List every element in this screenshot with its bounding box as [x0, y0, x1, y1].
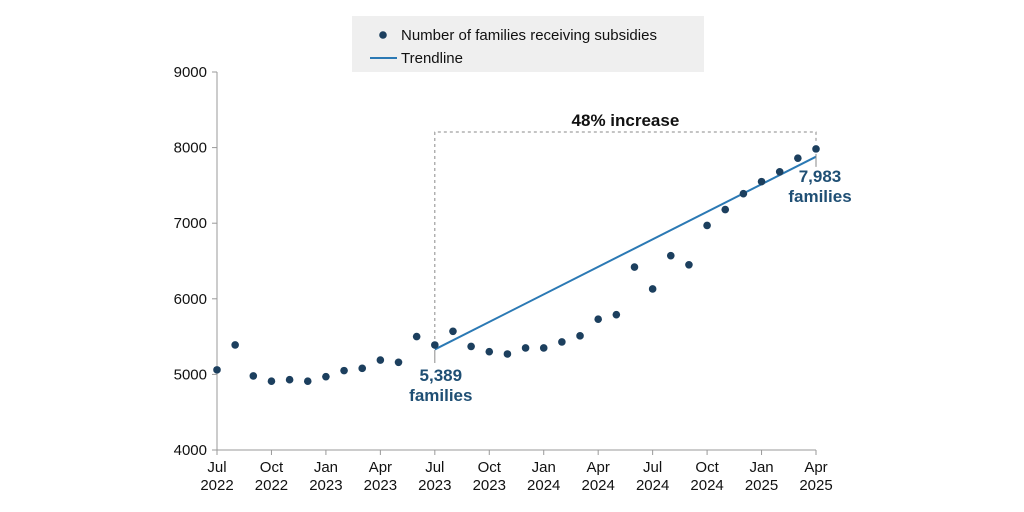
x-tick-label-month: Jul	[425, 459, 444, 476]
y-tick-label: 7000	[174, 215, 207, 232]
data-point	[666, 251, 675, 260]
end-unit-label: families	[788, 187, 851, 206]
x-tick-label-year: 2023	[364, 477, 397, 494]
data-point	[558, 338, 566, 346]
data-point	[431, 341, 439, 349]
y-axis-ticks: 4000 5000 6000 7000 8000 9000	[174, 64, 217, 459]
data-point	[485, 347, 494, 356]
data-point	[648, 285, 657, 293]
data-point	[267, 377, 276, 386]
increase-label: 48% increase	[572, 111, 680, 130]
x-tick-label-month: Jan	[749, 459, 773, 476]
y-tick-label: 8000	[174, 140, 207, 157]
data-point	[739, 189, 748, 198]
start-value-label: 5,389	[420, 366, 463, 385]
legend: Number of families receiving subsidies T…	[352, 16, 704, 72]
x-tick-label-year: 2023	[473, 477, 506, 494]
end-value-label: 7,983	[799, 167, 842, 186]
data-point	[630, 263, 639, 271]
data-point	[322, 372, 330, 381]
data-point	[503, 350, 512, 358]
data-point	[775, 167, 784, 176]
x-tick-label-year: 2023	[309, 477, 342, 494]
legend-label-points: Number of families receiving subsidies	[401, 27, 657, 44]
x-tick-label-year: 2022	[255, 477, 288, 494]
y-tick-label: 6000	[174, 291, 207, 308]
data-point	[303, 377, 312, 386]
trendline	[434, 155, 817, 351]
x-tick-label-month: Apr	[804, 459, 827, 476]
legend-label-trendline: Trendline	[401, 50, 463, 67]
legend-point-marker	[379, 31, 387, 39]
data-point	[213, 366, 221, 374]
data-point	[249, 372, 258, 380]
x-tick-label-month: Apr	[587, 459, 610, 476]
data-point	[757, 177, 766, 186]
x-tick-label-month: Jan	[314, 459, 338, 476]
x-tick-label-year: 2025	[799, 477, 832, 494]
data-point	[358, 364, 367, 373]
x-tick-label-year: 2024	[581, 477, 614, 494]
data-point	[449, 327, 457, 336]
y-tick-label: 4000	[174, 442, 207, 459]
data-point	[612, 310, 621, 319]
x-tick-label-month: Jul	[643, 459, 662, 476]
x-tick-label-month: Oct	[695, 459, 719, 476]
data-point	[721, 205, 730, 214]
data-point	[376, 356, 385, 364]
data-point	[394, 358, 403, 367]
data-point	[285, 375, 294, 384]
x-tick-label-month: Oct	[478, 459, 502, 476]
x-tick-label-year: 2024	[636, 477, 669, 494]
legend-background	[352, 16, 704, 72]
x-tick-label-month: Apr	[369, 459, 392, 476]
data-point	[521, 344, 530, 352]
data-point	[231, 341, 239, 349]
data-point	[794, 154, 802, 162]
data-point	[812, 145, 820, 153]
x-tick-label-year: 2022	[200, 477, 233, 494]
data-point	[467, 342, 475, 351]
start-unit-label: families	[409, 386, 472, 405]
x-tick-label-year: 2023	[418, 477, 451, 494]
data-point	[703, 221, 711, 230]
data-point	[685, 260, 693, 269]
x-tick-label-year: 2025	[745, 477, 778, 494]
x-tick-label-year: 2024	[690, 477, 723, 494]
data-point	[539, 344, 548, 352]
x-tick-label-month: Oct	[260, 459, 284, 476]
y-tick-label: 9000	[174, 64, 207, 81]
data-point	[594, 315, 602, 324]
increase-bracket	[434, 131, 817, 339]
x-tick-label-year: 2024	[527, 477, 560, 494]
y-tick-label: 5000	[174, 366, 207, 383]
data-point	[576, 332, 584, 340]
data-point	[340, 366, 348, 375]
x-tick-label-month: Jul	[207, 459, 226, 476]
x-tick-label-month: Jan	[532, 459, 556, 476]
data-points	[213, 145, 820, 386]
x-axis-ticks: Jul2022Oct2022Jan2023Apr2023Jul2023Oct20…	[200, 450, 833, 494]
data-point	[412, 332, 421, 341]
